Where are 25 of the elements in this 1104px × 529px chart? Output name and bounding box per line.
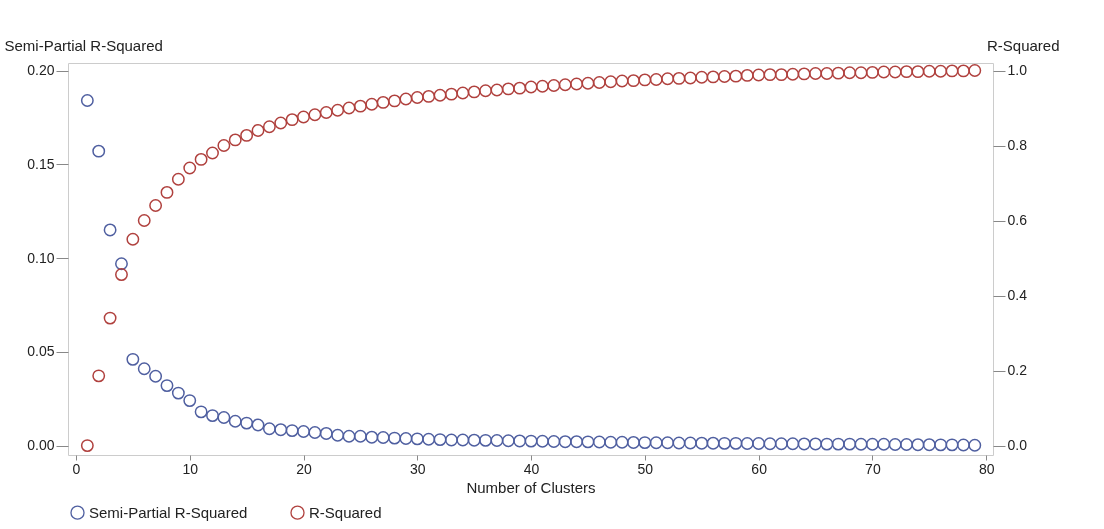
y2-tick-label: 0.4 [1007,287,1028,304]
x-tick-label: 60 [751,460,768,477]
y-tick-label: 0.20 [27,62,55,78]
y2-tick-label: 0.2 [1007,362,1028,379]
x-tick-label: 70 [865,460,881,477]
y2-tick-label: 0.0 [1007,437,1028,454]
x-tick-label: 40 [523,460,540,477]
y-tick-label: 0.05 [27,343,55,360]
y-axis-title: Semi-Partial R-Squared [4,36,163,54]
x-axis-title: Number of Clusters [466,478,596,496]
x-tick-label: 20 [296,460,313,477]
y-tick-label: 0.15 [27,155,55,172]
y2-tick-label: 0.8 [1007,137,1028,154]
y-tick-label: 0.10 [27,249,55,266]
y2-tick-label: 1.0 [1007,62,1028,78]
legend-label: R-Squared [309,503,382,521]
x-tick-label: 50 [637,460,654,477]
x-tick-label: 80 [978,460,995,477]
y2-tick-label: 0.6 [1007,212,1028,229]
y-tick-label: 0.00 [27,437,55,454]
x-tick-label: 0 [72,460,81,477]
x-tick-label: 10 [182,460,199,477]
x-tick-label: 30 [410,460,426,477]
y2-axis-title: R-Squared [986,36,1060,54]
legend-label: Semi-Partial R-Squared [89,503,248,521]
